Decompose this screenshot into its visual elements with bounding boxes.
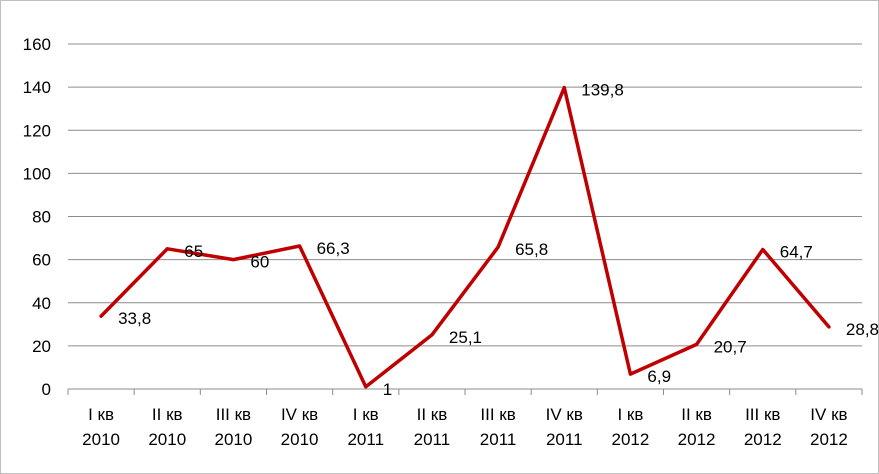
data-label: 139,8 bbox=[581, 81, 624, 100]
data-label: 33,8 bbox=[118, 309, 151, 328]
x-tick-label: III кв 2012 bbox=[744, 405, 782, 449]
y-tick-label: 60 bbox=[32, 251, 51, 270]
series-line bbox=[99, 85, 831, 389]
y-tick-label: 80 bbox=[32, 208, 51, 227]
data-point bbox=[695, 342, 699, 346]
x-tick-label: I кв 2010 bbox=[82, 405, 120, 449]
data-label: 20,7 bbox=[714, 337, 747, 356]
y-tick-label: 140 bbox=[23, 78, 51, 97]
data-label: 25,1 bbox=[449, 328, 482, 347]
data-label: 1 bbox=[383, 380, 392, 399]
data-point bbox=[430, 333, 434, 337]
x-tick-label: I кв 2012 bbox=[612, 405, 650, 449]
data-label: 66,3 bbox=[317, 239, 350, 258]
x-tick-label: IV кв 2010 bbox=[281, 405, 319, 449]
data-point bbox=[761, 247, 765, 251]
data-point bbox=[364, 385, 368, 389]
y-tick-label: 0 bbox=[42, 380, 51, 399]
data-point bbox=[99, 314, 103, 318]
x-tick-label: IV кв 2012 bbox=[810, 405, 848, 449]
x-tick-label: II кв 2011 bbox=[414, 405, 451, 449]
data-label: 28,8 bbox=[846, 320, 879, 339]
x-tick-label: III кв 2011 bbox=[480, 405, 517, 449]
y-tick-label: 20 bbox=[32, 337, 51, 356]
data-point bbox=[562, 86, 566, 90]
x-tick-label: IV кв 2011 bbox=[546, 405, 583, 449]
data-label: 65 bbox=[184, 242, 203, 261]
y-tick-label: 120 bbox=[23, 121, 51, 140]
data-point bbox=[628, 372, 632, 376]
data-point bbox=[165, 247, 169, 251]
data-point bbox=[298, 244, 302, 248]
y-tick-label: 40 bbox=[32, 294, 51, 313]
data-label: 65,8 bbox=[515, 240, 548, 259]
data-label: 64,7 bbox=[780, 242, 813, 261]
x-tick-label: II кв 2010 bbox=[148, 405, 186, 449]
data-point bbox=[231, 258, 235, 262]
x-tick-label: III кв 2010 bbox=[215, 405, 253, 449]
x-tick-label: II кв 2012 bbox=[678, 405, 716, 449]
data-point bbox=[496, 245, 500, 249]
data-label: 60 bbox=[250, 253, 269, 272]
data-point bbox=[827, 325, 831, 329]
x-tick-label: I кв 2011 bbox=[347, 405, 384, 449]
y-tick-label: 160 bbox=[23, 35, 51, 54]
y-tick-label: 100 bbox=[23, 164, 51, 183]
data-label: 6,9 bbox=[647, 367, 671, 386]
